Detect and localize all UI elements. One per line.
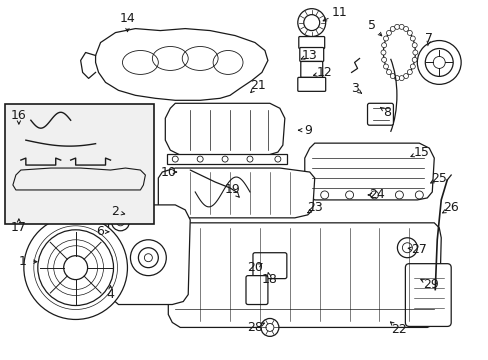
Text: 11: 11 — [331, 6, 347, 19]
FancyBboxPatch shape — [405, 264, 450, 327]
Circle shape — [383, 64, 387, 69]
Text: 9: 9 — [303, 124, 311, 137]
Circle shape — [414, 191, 423, 199]
Circle shape — [274, 156, 280, 162]
Circle shape — [425, 49, 452, 76]
Circle shape — [261, 319, 278, 336]
Text: 10: 10 — [160, 166, 176, 179]
Circle shape — [409, 36, 414, 41]
FancyBboxPatch shape — [299, 48, 323, 62]
Circle shape — [138, 248, 158, 268]
Text: 16: 16 — [11, 109, 27, 122]
Circle shape — [403, 26, 407, 31]
Text: 28: 28 — [246, 321, 263, 334]
Text: 29: 29 — [423, 278, 438, 291]
Circle shape — [402, 243, 411, 253]
Circle shape — [370, 191, 378, 199]
FancyBboxPatch shape — [252, 253, 286, 279]
Circle shape — [320, 191, 328, 199]
Polygon shape — [95, 28, 267, 100]
Circle shape — [398, 76, 404, 81]
Text: 7: 7 — [425, 32, 432, 45]
Circle shape — [63, 256, 87, 280]
Circle shape — [389, 73, 394, 78]
Text: 25: 25 — [430, 171, 446, 185]
Circle shape — [386, 31, 391, 35]
Circle shape — [411, 57, 416, 62]
Circle shape — [265, 323, 273, 332]
FancyBboxPatch shape — [167, 154, 286, 164]
Circle shape — [397, 238, 416, 258]
Text: 14: 14 — [120, 12, 135, 25]
Text: 12: 12 — [316, 66, 332, 79]
FancyBboxPatch shape — [298, 37, 324, 49]
Circle shape — [394, 76, 399, 81]
FancyBboxPatch shape — [367, 103, 393, 125]
Polygon shape — [158, 168, 314, 218]
Text: 17: 17 — [11, 221, 27, 234]
Circle shape — [111, 213, 129, 231]
Circle shape — [38, 230, 113, 306]
Circle shape — [386, 69, 391, 75]
Circle shape — [130, 240, 166, 276]
Circle shape — [407, 69, 411, 75]
Circle shape — [394, 24, 399, 30]
Circle shape — [246, 156, 252, 162]
Circle shape — [407, 31, 411, 35]
Circle shape — [432, 57, 444, 68]
Circle shape — [395, 191, 403, 199]
Circle shape — [345, 191, 353, 199]
Circle shape — [398, 24, 404, 30]
Text: 15: 15 — [412, 145, 428, 159]
Circle shape — [403, 73, 407, 78]
Text: 3: 3 — [350, 82, 358, 95]
Circle shape — [144, 254, 152, 262]
Circle shape — [222, 156, 227, 162]
Polygon shape — [168, 223, 440, 328]
Circle shape — [389, 26, 394, 31]
Text: 24: 24 — [369, 188, 385, 202]
Text: 19: 19 — [224, 184, 240, 197]
Circle shape — [409, 64, 414, 69]
Text: 27: 27 — [410, 243, 427, 256]
Text: 4: 4 — [106, 288, 114, 301]
FancyBboxPatch shape — [297, 77, 325, 91]
Text: 1: 1 — [19, 255, 27, 268]
Text: 13: 13 — [301, 49, 317, 62]
Text: 5: 5 — [367, 19, 375, 32]
Circle shape — [172, 156, 178, 162]
Text: 20: 20 — [246, 261, 263, 274]
Circle shape — [197, 156, 203, 162]
Circle shape — [412, 50, 417, 55]
Polygon shape — [108, 205, 190, 305]
Text: 22: 22 — [391, 323, 407, 336]
Text: 8: 8 — [383, 106, 391, 119]
Polygon shape — [304, 143, 433, 200]
Text: 2: 2 — [111, 205, 119, 219]
FancyBboxPatch shape — [245, 276, 267, 305]
Circle shape — [24, 216, 127, 319]
Circle shape — [416, 41, 460, 84]
Polygon shape — [165, 103, 285, 155]
Circle shape — [383, 36, 387, 41]
FancyBboxPatch shape — [5, 104, 154, 224]
Text: 18: 18 — [262, 273, 277, 286]
Text: 26: 26 — [443, 201, 458, 215]
Text: 23: 23 — [306, 201, 322, 215]
Circle shape — [411, 43, 416, 48]
Circle shape — [116, 218, 124, 226]
Text: 21: 21 — [249, 79, 265, 92]
Circle shape — [297, 9, 325, 37]
FancyBboxPatch shape — [300, 62, 322, 77]
Text: 6: 6 — [97, 225, 104, 238]
Circle shape — [303, 15, 319, 31]
Circle shape — [380, 50, 385, 55]
Circle shape — [381, 57, 386, 62]
Circle shape — [381, 43, 386, 48]
